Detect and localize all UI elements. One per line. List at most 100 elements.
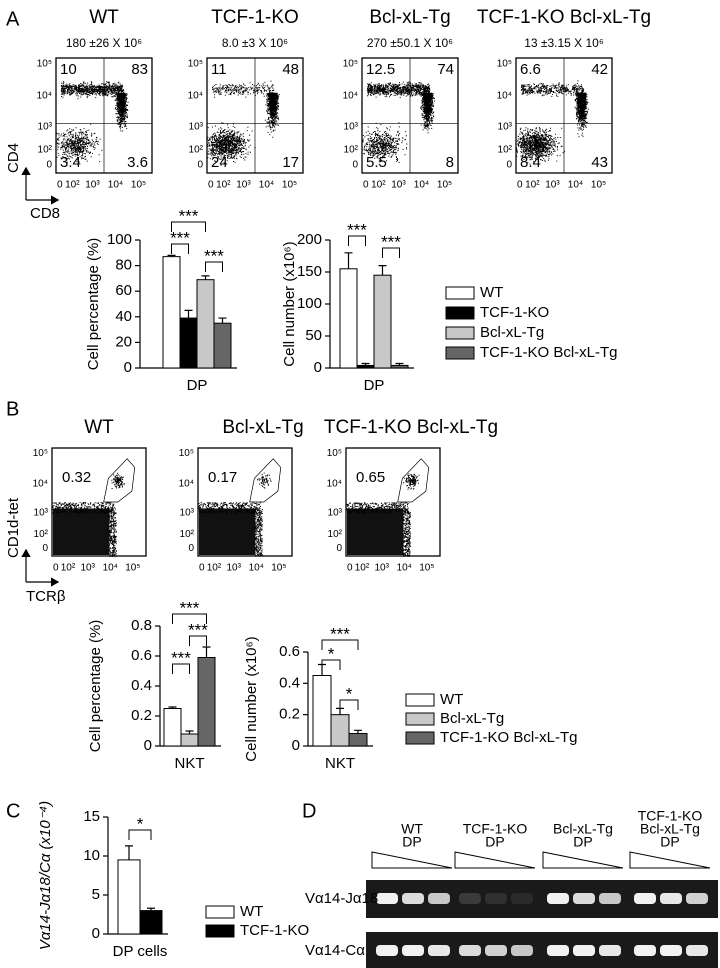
x-tick-label: 10⁴ [103,563,118,574]
y-tick-label: 10² [38,145,53,156]
x-tick-label: 10⁴ [414,180,429,191]
y-tick-label: 0 [42,543,48,554]
y-tick-label: 20 [115,333,132,350]
x-tick-label: 0 [363,180,369,191]
bar [373,274,392,369]
significance-bracket [348,235,366,246]
bar [162,256,181,369]
gel-band [573,945,595,956]
dot-cloud [198,502,261,514]
bar [348,732,368,747]
significance-bracket [321,659,341,670]
y-tick-label: 0 [46,160,52,171]
legend-swatch [445,326,475,340]
y-tick-label: 10³ [189,122,204,133]
y-tick-label: 0 [188,543,194,554]
y-tick-label: 10³ [328,507,343,518]
bar [390,364,409,369]
flow-plot [52,472,125,557]
y-tick-label: 10² [328,529,343,540]
legend-swatch [445,346,475,360]
quadrant-value: 8 [446,154,454,171]
error-bar [125,845,133,860]
y-tick-label: 150 [297,263,322,280]
bar [356,364,375,369]
plot-subtitle: 180 ±26 X 10⁶ [66,36,142,50]
y-tick-label: 10² [34,529,49,540]
y-tick-label: 5 [92,886,100,903]
y-tick-label: 10⁵ [37,58,52,69]
quadrant-value: 10 [60,61,77,78]
plot-subtitle: 13 ±3.15 X 10⁶ [524,36,604,50]
y-tick-label: 10³ [38,122,53,133]
y-tick-label: 0.4 [131,677,152,694]
plot-title: Bcl-xL-Tg [222,417,303,438]
y-tick-label: 0 [292,737,300,754]
bar [163,708,182,747]
dot-cloud [346,502,409,514]
gel-band [402,893,424,904]
gel-band [660,893,682,904]
dot-cloud [403,473,420,490]
gel-band [485,945,507,956]
significance-bracket [205,261,223,272]
legend-label: TCF-1-KO Bcl-xL-Tg [440,729,578,746]
dense-population [199,508,256,555]
dot-cloud [114,92,129,132]
gel-row [366,880,718,918]
x-tick-label: 10² [207,563,222,574]
x-tick-label: 10³ [85,180,100,191]
gel-band [547,945,569,956]
y-tick-label: 10⁵ [497,58,512,69]
quadrant-value: 11 [211,61,227,78]
panel-label: C [6,800,20,822]
legend-label: TCF-1-KO Bcl-xL-Tg [480,344,618,361]
plot-title: WT [89,7,119,28]
dot-cloud [212,80,275,98]
y-tick-label: 0.2 [131,707,152,724]
legend-swatch [445,286,475,300]
dot-cloud [366,81,431,98]
y-tick-label: 0 [336,543,342,554]
legend-swatch [405,712,435,726]
lane-group-label: TCF-1-KO [638,808,703,824]
lane-group-label: Bcl-xL-Tg [553,821,613,837]
x-category-label: DP [364,377,385,394]
gel-band [485,893,507,904]
x-tick-label: 10⁴ [397,563,412,574]
significance-label: * [328,644,335,663]
legend-swatch [205,924,235,938]
bar [339,268,358,369]
quadrant-value: 48 [282,61,299,78]
panel-label: A [6,8,20,30]
error-bar [167,254,176,257]
x-tick-label: 10⁵ [125,563,140,574]
error-bar [201,275,210,280]
y-tick-label: 0 [197,160,203,171]
row-label: Vα14-Cα [305,942,365,959]
legend-swatch [205,905,235,919]
significance-label: * [346,684,353,703]
gel-band [686,945,708,956]
error-bar [218,317,227,324]
y-tick-label: 0 [144,737,152,754]
y-tick-label: 10⁵ [179,448,194,459]
dot-cloud [207,122,256,166]
y-axis-label: Cell percentage (%) [85,238,102,371]
y-tick-label: 10² [180,529,195,540]
gel-band [599,945,621,956]
dot-cloud [56,123,103,163]
significance-bracket [128,829,152,840]
dot-cloud [264,92,280,138]
gate-value: 0.32 [62,469,91,486]
lane-group-label: DP [485,834,504,850]
y-tick-label: 50 [305,327,322,344]
y-tick-label: 0 [92,925,100,942]
x-tick-label: 0 [347,563,353,574]
lane-group-label: DP [402,834,421,850]
quadrant-value: 43 [591,154,608,171]
plot-subtitle: 8.0 ±3 X 10⁶ [222,36,288,50]
y-tick-label: 10⁵ [188,58,203,69]
dot-cloud [108,508,117,557]
gel-band [428,893,450,904]
